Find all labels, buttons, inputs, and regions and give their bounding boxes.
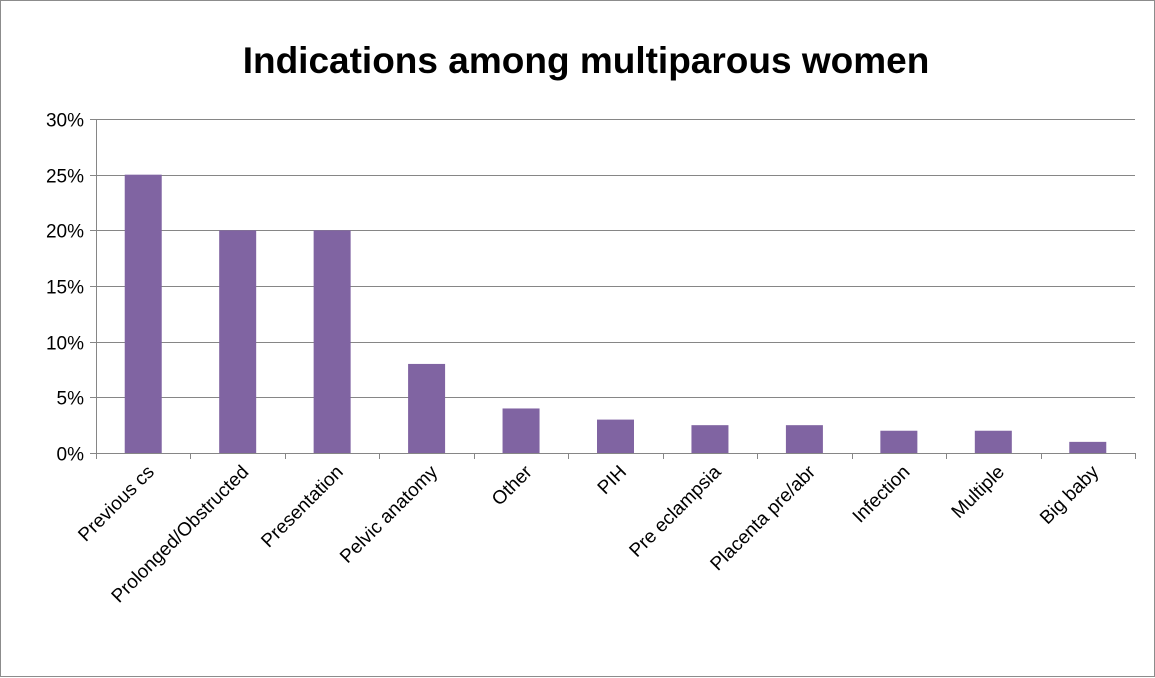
x-tick-label: Presentation: [257, 462, 347, 552]
y-tick-label: 5%: [57, 389, 85, 410]
axes: [96, 119, 1136, 459]
y-tick-label: 0%: [57, 445, 85, 466]
gridlines: [90, 119, 1135, 454]
bar: [124, 174, 162, 453]
bar: [408, 363, 446, 453]
x-tick-label: Multiple: [948, 462, 1009, 523]
y-tick-label: 20%: [46, 222, 84, 243]
bar: [785, 425, 823, 453]
y-tick-labels: 0% 5% 10% 15% 20% 25% 30%: [46, 111, 84, 466]
bar: [597, 419, 634, 453]
y-tick-label: 10%: [46, 334, 84, 355]
bar: [502, 408, 540, 453]
bars: [124, 174, 1107, 453]
x-tick-label: Other: [488, 461, 537, 510]
x-tick-label: Pre eclampsia: [626, 461, 726, 561]
x-tick-label: Big baby: [1036, 461, 1103, 528]
x-tick-label: Infection: [849, 462, 915, 528]
bar: [974, 430, 1012, 453]
bar: [313, 230, 351, 453]
x-tick-label: PIH: [594, 462, 631, 499]
bar: [691, 425, 729, 453]
chart-title: Indications among multiparous women: [243, 40, 930, 81]
bar: [219, 230, 257, 453]
y-tick-label: 30%: [46, 111, 84, 132]
bar: [1069, 441, 1107, 453]
y-tick-label: 25%: [46, 167, 84, 188]
y-tick-label: 15%: [46, 278, 84, 299]
x-tick-label: Previous cs: [74, 462, 158, 546]
bar: [880, 430, 918, 453]
x-tick-label: Pelvic anatomy: [336, 461, 442, 567]
